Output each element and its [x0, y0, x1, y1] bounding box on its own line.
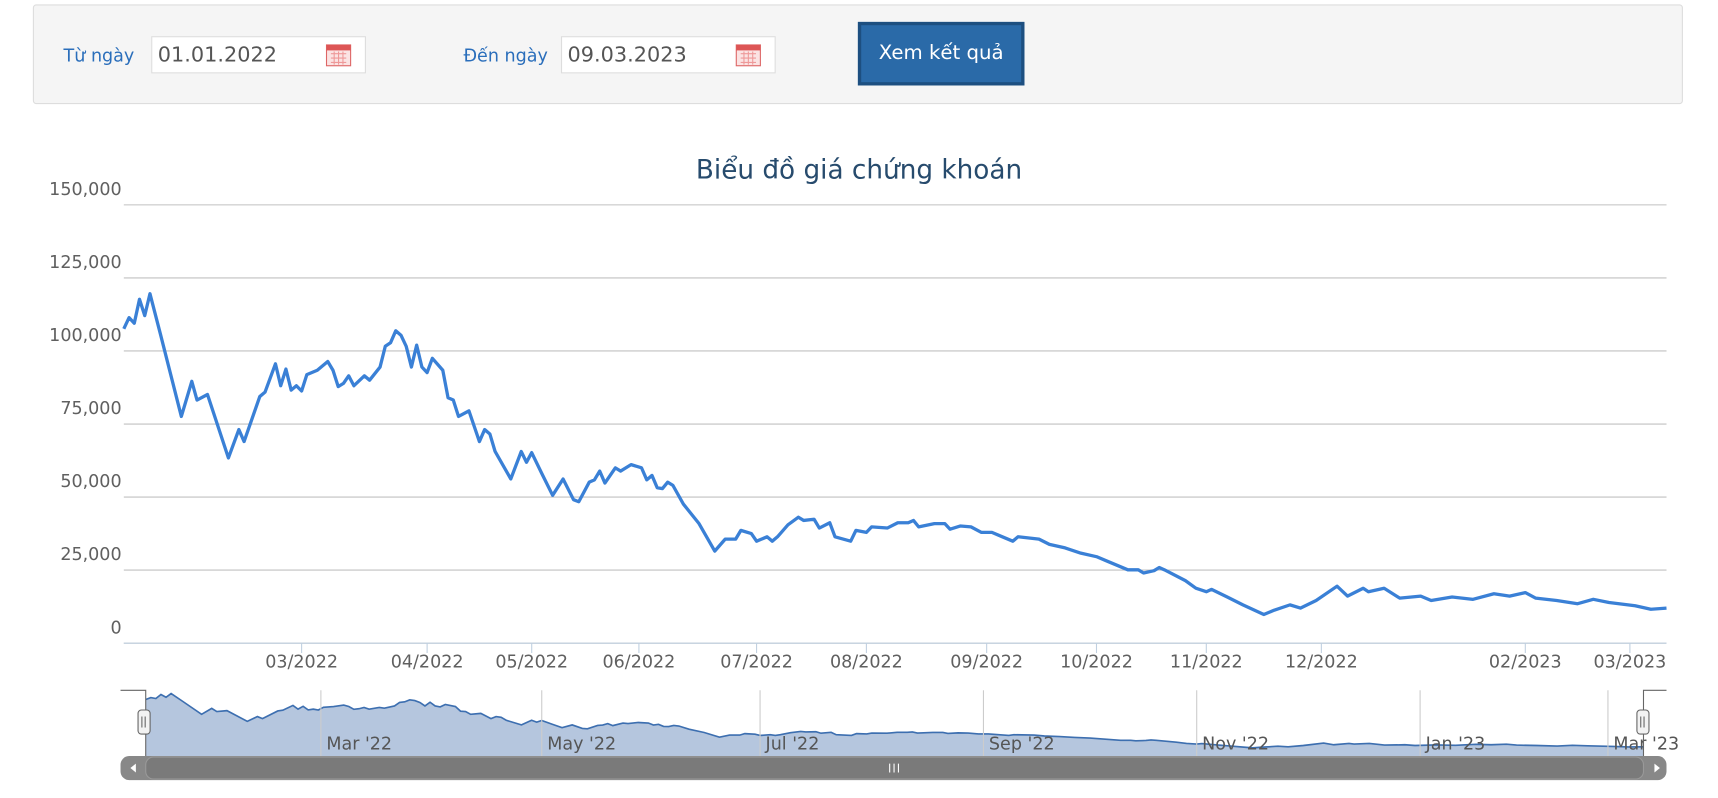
price-line — [122, 292, 1667, 617]
y-tick-label: 25,000 — [60, 545, 121, 565]
x-tick-label: 11/2022 — [1170, 652, 1243, 672]
navigator-handle[interactable] — [1636, 709, 1650, 735]
y-tick-label: 150,000 — [49, 180, 121, 200]
from-label: Từ ngày — [63, 44, 135, 66]
submit-button[interactable]: Xem kết quả — [857, 21, 1025, 86]
navigator-label: Jan '23 — [1425, 734, 1486, 754]
to-value: 09.03.2023 — [567, 42, 687, 67]
x-tick-label: 12/2022 — [1285, 652, 1358, 672]
y-tick-label: 75,000 — [60, 399, 121, 419]
navigator-label: Mar '23 — [1613, 734, 1679, 754]
scroll-right[interactable] — [1654, 763, 1660, 773]
x-tick-label: 09/2022 — [950, 652, 1023, 672]
navigator-label: Jul '22 — [765, 734, 820, 754]
x-tick-label: 02/2023 — [1489, 652, 1562, 672]
x-tick-label: 03/2022 — [265, 652, 338, 672]
x-tick-label: 08/2022 — [830, 652, 903, 672]
y-tick-label: 50,000 — [60, 472, 121, 492]
handle-grip — [1640, 716, 1645, 728]
navigator-label: Sep '22 — [989, 734, 1055, 754]
y-tick-label: 125,000 — [49, 253, 121, 273]
scrollbar-grip[interactable] — [889, 763, 899, 773]
scroll-left[interactable] — [130, 763, 136, 773]
navigator-label: Nov '22 — [1202, 734, 1269, 754]
navigator-handle[interactable] — [137, 709, 151, 735]
to-label: Đến ngày — [463, 44, 548, 66]
y-tick-label: 100,000 — [49, 326, 121, 346]
from-input[interactable]: 01.01.2022 — [151, 36, 366, 74]
x-tick-label: 07/2022 — [720, 652, 793, 672]
y-tick-label: 0 — [110, 618, 121, 638]
navigator-line — [145, 692, 1644, 749]
date-form: Từ ngày 01.01.2022 Đến ngày 09.03.2023 X… — [32, 4, 1683, 105]
handle-grip — [141, 716, 146, 728]
x-tick-label: 10/2022 — [1060, 652, 1133, 672]
navigator-area — [145, 693, 1644, 757]
from-value: 01.01.2022 — [157, 42, 277, 67]
navigator-label: Mar '22 — [326, 734, 392, 754]
chart-title: Biểu đồ giá chứng khoán — [696, 154, 1022, 185]
x-tick-label: 06/2022 — [603, 652, 676, 672]
x-tick-label: 03/2023 — [1594, 652, 1667, 672]
x-tick-label: 05/2022 — [495, 652, 568, 672]
calendar-icon[interactable] — [325, 43, 352, 67]
x-tick-label: 04/2022 — [391, 652, 464, 672]
navigator-label: May '22 — [547, 734, 616, 754]
calendar-icon[interactable] — [735, 43, 761, 67]
to-input[interactable]: 09.03.2023 — [560, 36, 776, 74]
